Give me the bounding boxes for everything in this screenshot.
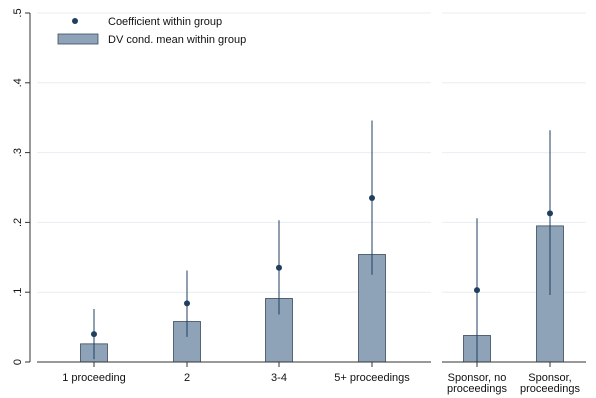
y-tick-label: .5 <box>12 8 24 17</box>
x-tick-label: Sponsor, no <box>448 372 507 384</box>
coefficient-marker <box>547 210 553 217</box>
grid-layer <box>37 12 586 293</box>
y-tick-label: .2 <box>12 218 24 227</box>
y-tick-label: .3 <box>12 148 24 157</box>
y-tick-label: .4 <box>12 78 24 87</box>
legend-coefficient-marker <box>72 18 78 24</box>
error-bars-layer <box>93 120 551 362</box>
x-tick-label: proceedings <box>520 383 580 395</box>
axes-layer: 0 .1 .2 .3 .4 .5 1 proceeding 2 3-4 5+ proceeding… <box>12 8 586 395</box>
legend-mean-label: DV cond. mean within group <box>108 34 246 46</box>
coefficient-marker <box>184 300 190 307</box>
mean-bar <box>173 321 201 363</box>
y-tick-label: 0 <box>12 359 24 365</box>
legend-mean-swatch <box>57 33 99 45</box>
x-tick-label: Sponsor, <box>528 372 571 384</box>
y-tick-label: .1 <box>12 288 24 297</box>
x-tick-label: 3-4 <box>271 372 287 384</box>
x-tick-label: 5+ proceedings <box>334 372 410 384</box>
coefficient-marker <box>276 264 282 271</box>
x-tick-label: proceedings <box>447 383 507 395</box>
coefficient-marker <box>474 287 480 294</box>
legend-coefficient-label: Coefficient within group <box>108 16 222 28</box>
coefficient-marker <box>91 331 97 338</box>
legend: Coefficient within group DV cond. mean w… <box>57 16 246 46</box>
coefficient-marker <box>369 194 375 201</box>
x-tick-label: 2 <box>184 372 190 384</box>
x-tick-label: 1 proceeding <box>62 372 126 384</box>
markers-layer <box>91 194 553 338</box>
bars-layer <box>80 225 564 363</box>
